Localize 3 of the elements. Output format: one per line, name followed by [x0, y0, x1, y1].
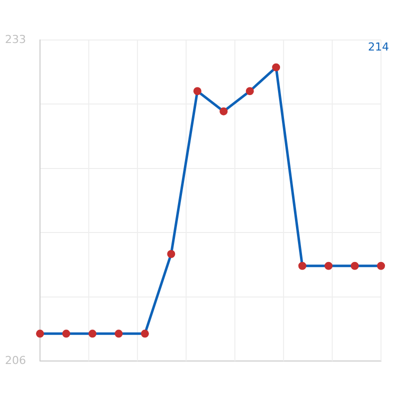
annotation: 214: [368, 40, 389, 54]
y-tick-label: 206: [5, 354, 26, 367]
y-tick-label: 233: [5, 32, 26, 46]
